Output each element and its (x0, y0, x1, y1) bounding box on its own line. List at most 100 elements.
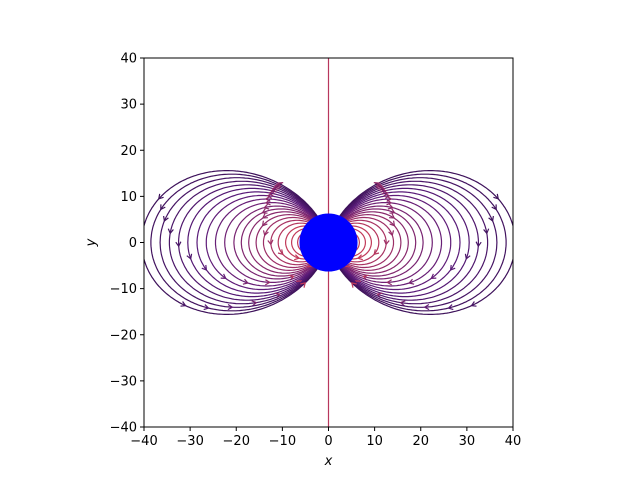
y-tick-label: 10 (120, 190, 137, 205)
streamline (196, 191, 323, 294)
streamline (233, 205, 323, 280)
stream-arrow (483, 228, 490, 235)
stream-arrow (399, 300, 406, 307)
y-axis-label: y (84, 238, 99, 247)
stream-arrow (261, 213, 268, 219)
stream-arrow (265, 279, 271, 286)
stream-arrow (277, 249, 284, 256)
stream-arrow (386, 279, 392, 286)
dipole-body (299, 213, 358, 272)
stream-arrow (383, 239, 390, 246)
stream-arrow (277, 182, 284, 188)
stream-arrow (220, 273, 227, 280)
streamline (277, 222, 319, 263)
y-tick-label: −40 (110, 421, 137, 436)
stream-arrow (180, 301, 187, 307)
stream-arrow (386, 195, 393, 203)
stream-arrow (475, 241, 482, 248)
stream-arrow (201, 264, 208, 271)
stream-arrow (186, 253, 193, 260)
axes: −40 −30 −20 −10 0 10 20 30 40 −40 −30 −20 −10 0 10 20 30… (84, 52, 521, 470)
stream-arrow (389, 213, 396, 219)
streamline (335, 211, 409, 274)
streamline (334, 191, 461, 294)
stream-arrow (449, 264, 456, 271)
stream-arrow (350, 282, 357, 288)
streamline (248, 211, 322, 274)
stream-arrow (263, 203, 270, 210)
stream-arrow (470, 301, 477, 307)
streamline (159, 177, 324, 308)
stream-arrow (242, 278, 249, 285)
stream-arrow (300, 282, 307, 288)
streamline (255, 213, 321, 272)
stream-arrow (373, 182, 380, 188)
stream-arrow (491, 204, 497, 211)
stream-arrow (261, 220, 268, 227)
streamline (337, 216, 395, 269)
stream-arrow (373, 249, 380, 256)
stream-arrow (430, 273, 437, 280)
streamline (150, 173, 325, 312)
stream-arrow (388, 230, 395, 237)
streamline (224, 202, 323, 283)
streamline (332, 173, 507, 312)
streamline (262, 216, 320, 269)
streamline (334, 198, 443, 287)
streamline (334, 202, 433, 283)
streamline (333, 180, 489, 305)
stream-arrow (167, 228, 174, 235)
x-axis-label: x (324, 454, 333, 469)
y-tick-label: −20 (110, 328, 137, 343)
x-tick-label: −40 (130, 434, 157, 449)
stream-arrow (488, 215, 494, 222)
streamline (332, 170, 513, 315)
streamline (205, 194, 323, 291)
x-tick-label: 0 (324, 434, 332, 449)
x-tick-label: −30 (176, 434, 203, 449)
stream-arrow (264, 195, 271, 203)
stream-arrow (158, 193, 164, 200)
x-tick-label: 40 (505, 434, 522, 449)
y-tick-label: 40 (120, 52, 137, 67)
stream-arrow (389, 220, 396, 227)
streamline (335, 208, 417, 277)
stream-arrow (163, 215, 169, 222)
x-tick-label: 20 (412, 434, 429, 449)
streamline (334, 194, 452, 291)
x-tick-label: 10 (366, 434, 383, 449)
stream-arrow (227, 303, 234, 311)
streamline (338, 222, 380, 263)
streamline (168, 180, 324, 305)
stream-arrow (464, 253, 471, 260)
streamline (336, 219, 387, 266)
x-tick-label: −10 (269, 434, 296, 449)
stream-arrow (261, 208, 268, 214)
x-tick-label: 30 (459, 434, 476, 449)
stream-arrow (356, 254, 363, 261)
stream-arrow (160, 204, 166, 211)
stream-arrow (447, 304, 454, 311)
y-tick-label: 30 (120, 98, 137, 113)
streamline (334, 205, 424, 280)
streamline (270, 219, 321, 266)
stream-arrow (267, 239, 274, 246)
streamline (240, 208, 322, 277)
y-tick-label: 0 (129, 236, 137, 251)
y-tick-label: −10 (110, 282, 137, 297)
stream-arrow (262, 230, 269, 237)
y-tick-label: 20 (120, 144, 137, 159)
stream-arrow (175, 241, 182, 248)
streamline (214, 198, 323, 287)
stream-arrow (423, 303, 430, 311)
y-tick-label: −30 (110, 374, 137, 389)
stream-arrow (493, 193, 499, 200)
stream-arrow (389, 208, 396, 214)
stream-arrow (294, 254, 301, 261)
stream-arrow (203, 304, 210, 311)
stream-arrow (251, 300, 258, 307)
body-layer (299, 213, 358, 272)
streamline (333, 177, 498, 308)
